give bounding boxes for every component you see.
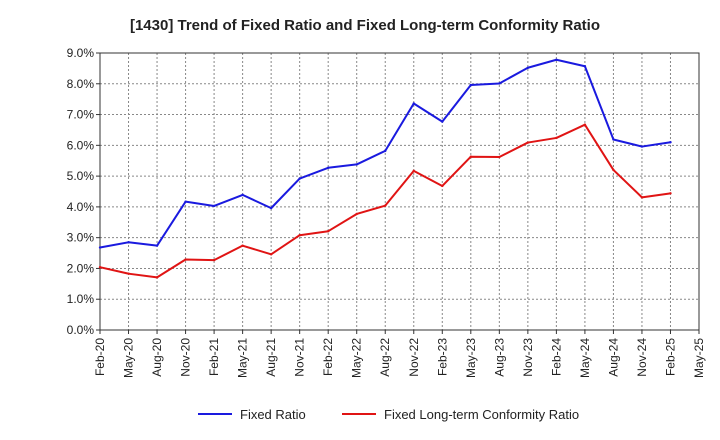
legend-item: Fixed Ratio: [198, 407, 306, 422]
x-tick-label: Nov-24: [635, 338, 649, 377]
data-point: [640, 145, 644, 148]
legend-label: Fixed Long-term Conformity Ratio: [384, 407, 579, 422]
data-point: [498, 155, 501, 159]
data-point: [384, 204, 387, 207]
data-point: [326, 166, 330, 170]
x-tick-label: Feb-23: [435, 338, 449, 376]
x-tick-label: Feb-22: [321, 338, 335, 376]
data-point: [384, 149, 387, 153]
x-tick-label: May-20: [122, 338, 136, 378]
data-point: [298, 177, 301, 180]
data-point: [155, 244, 159, 247]
y-axis: 0.0% 1.0% 2.0% 3.0% 4.0% 5.0% 6.0% 7.0% 8.0% 9.0%: [67, 46, 100, 337]
data-point: [212, 204, 216, 208]
data-point: [555, 58, 558, 61]
data-point: [298, 234, 301, 237]
data-point: [669, 192, 672, 195]
chart-title: [1430] Trend of Fixed Ratio and Fixed Lo…: [130, 17, 600, 34]
data-point: [269, 253, 273, 256]
y-tick-label: 0.0%: [67, 323, 95, 337]
y-tick-label: 5.0%: [67, 169, 95, 183]
data-point: [184, 258, 187, 261]
legend-item: Fixed Long-term Conformity Ratio: [342, 407, 579, 422]
x-tick-label: Aug-20: [150, 338, 164, 377]
data-point: [241, 193, 244, 197]
x-tick-label: Feb-24: [549, 338, 563, 376]
data-point: [412, 169, 415, 173]
y-tick-label: 1.0%: [67, 292, 95, 306]
x-tick-label: May-25: [692, 338, 706, 378]
data-point: [355, 212, 358, 216]
x-tick-label: May-23: [464, 338, 478, 378]
data-point: [640, 196, 644, 199]
y-tick-label: 9.0%: [67, 46, 95, 60]
data-point: [583, 123, 587, 126]
x-tick-label: Nov-23: [521, 338, 535, 377]
x-tick-label: Aug-23: [492, 338, 506, 377]
data-point: [555, 136, 558, 140]
x-tick-label: May-22: [350, 338, 364, 378]
x-tick-label: Nov-22: [407, 338, 421, 377]
data-point: [498, 82, 501, 85]
x-tick-label: Feb-25: [663, 338, 677, 376]
y-tick-label: 2.0%: [67, 261, 95, 275]
series-lines: [98, 58, 672, 279]
data-point: [526, 141, 530, 144]
data-point: [98, 266, 102, 269]
x-tick-label: Aug-22: [378, 338, 392, 377]
data-point: [469, 155, 473, 158]
series-1: [98, 58, 672, 249]
data-point: [241, 244, 244, 247]
y-tick-label: 8.0%: [67, 77, 95, 91]
x-tick-label: May-21: [236, 338, 250, 378]
data-point: [612, 138, 615, 141]
plot-area: [99, 52, 700, 331]
x-tick-label: Nov-20: [179, 338, 193, 377]
data-point: [412, 102, 415, 105]
x-tick-label: Feb-20: [93, 338, 107, 376]
data-point: [355, 163, 358, 166]
data-point: [184, 200, 187, 203]
legend: Fixed Ratio Fixed Long-term Conformity Ra…: [198, 407, 579, 422]
data-point: [326, 230, 330, 233]
x-tick-label: Aug-21: [264, 338, 278, 377]
data-point: [155, 276, 159, 279]
y-tick-label: 7.0%: [67, 108, 95, 122]
data-point: [441, 184, 444, 188]
x-tick-label: Aug-24: [606, 338, 620, 377]
data-point: [127, 241, 130, 244]
data-point: [98, 246, 102, 249]
y-tick-label: 3.0%: [67, 231, 95, 245]
x-axis: Feb-20 May-20 Aug-20 Nov-20 Feb-21 May-21 Aug-…: [93, 330, 706, 378]
data-point: [212, 258, 216, 262]
y-tick-label: 6.0%: [67, 138, 95, 152]
x-tick-label: May-24: [578, 338, 592, 378]
legend-label: Fixed Ratio: [240, 407, 306, 422]
data-point: [127, 272, 130, 275]
x-tick-label: Feb-21: [207, 338, 221, 376]
data-point: [669, 141, 672, 144]
data-point: [526, 66, 530, 69]
data-point: [441, 120, 444, 123]
x-tick-label: Nov-21: [293, 338, 307, 377]
data-point: [269, 206, 273, 210]
data-point: [469, 83, 473, 87]
data-point: [583, 65, 587, 68]
y-tick-label: 4.0%: [67, 200, 95, 214]
data-point: [612, 168, 615, 172]
grid: [100, 53, 699, 330]
series-2: [98, 123, 672, 279]
